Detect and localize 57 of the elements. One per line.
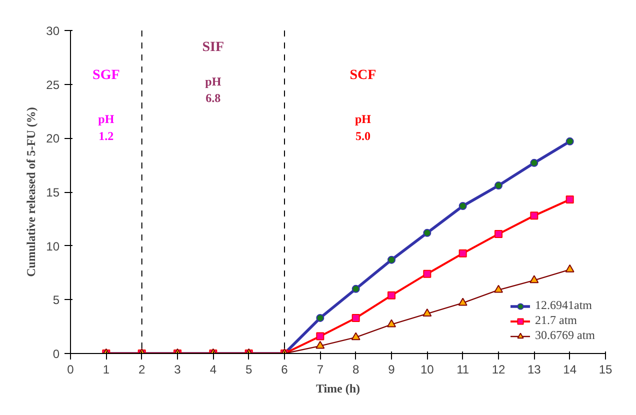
x-tick-label: 0	[67, 362, 74, 376]
y-tick-label: 5	[52, 293, 60, 308]
point	[351, 332, 360, 340]
y-tick-label: 30	[46, 24, 60, 38]
legend-label: 12.6941atm	[535, 298, 592, 313]
legend-label: 30.6769 atm	[535, 328, 595, 343]
annotation: SIF	[202, 40, 224, 56]
y-tick-label: 20	[46, 132, 60, 146]
point	[352, 314, 360, 322]
x-tick-label: 11	[456, 362, 470, 376]
annotation: pH 5.0	[354, 112, 372, 143]
x-tick-label: 6	[281, 362, 288, 376]
point	[423, 228, 432, 237]
x-axis-title: Time (h)	[316, 382, 360, 396]
y-tick-label: 15	[46, 186, 60, 200]
x-tick-label: 4	[210, 362, 217, 376]
x-tick-label: 9	[388, 362, 396, 376]
point	[494, 284, 503, 293]
y-tick-label: 0	[52, 347, 60, 361]
annotation: SGF	[92, 68, 120, 84]
x-tick-label: 13	[527, 362, 542, 376]
point	[388, 256, 396, 264]
point	[566, 137, 574, 146]
point	[565, 264, 574, 272]
point	[530, 158, 538, 167]
x-tick-label: 2	[138, 362, 146, 376]
x-tick-label: 7	[316, 362, 324, 376]
annotation: pH 6.8	[205, 74, 222, 106]
y-tick-label: 10	[46, 239, 60, 254]
annotation: SCF	[350, 68, 376, 84]
x-tick-label: 8	[352, 362, 360, 376]
point	[530, 275, 539, 284]
annotation: pH 1.2	[98, 112, 115, 143]
point	[388, 291, 396, 300]
point	[316, 314, 324, 322]
point	[387, 319, 396, 328]
y-axis-title: Cumulative released of 5-FU (%)	[24, 107, 38, 277]
point	[566, 196, 574, 204]
point	[494, 230, 502, 238]
legend-label: 21.7 atm	[535, 313, 577, 328]
x-tick-label: 14	[563, 362, 577, 376]
x-tick-label: 1	[102, 362, 110, 376]
x-tick-label: 5	[245, 362, 252, 376]
point	[458, 249, 467, 258]
point	[494, 182, 502, 190]
point	[316, 340, 325, 349]
point	[422, 308, 432, 316]
x-tick-label: 15	[598, 362, 612, 376]
point	[458, 298, 468, 306]
point	[530, 212, 538, 220]
point	[423, 270, 432, 278]
point	[352, 284, 360, 293]
x-tick-label: 3	[174, 362, 182, 376]
x-tick-label: 12	[492, 362, 506, 376]
point	[458, 202, 467, 210]
x-tick-label: 10	[420, 362, 434, 376]
y-tick-label: 25	[46, 78, 60, 92]
